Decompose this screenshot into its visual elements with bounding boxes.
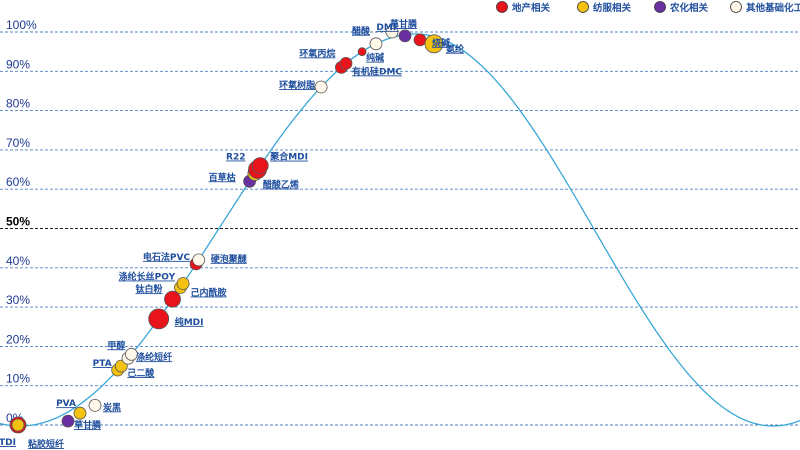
point-label-5: 炭黑 — [103, 401, 121, 413]
point-22 — [339, 57, 353, 70]
legend: 地产相关 纺服相关 农化相关 其他基础化工品 — [496, 1, 800, 14]
point-label-25: DMF — [376, 23, 399, 33]
point-24 — [369, 37, 383, 51]
y-tick-label: 30% — [6, 293, 30, 307]
point-label-4: PVA — [56, 399, 76, 409]
point-20 — [314, 80, 328, 94]
point-label-16: 百草枯 — [209, 171, 236, 183]
y-tick-label: 100% — [6, 18, 37, 32]
point-label-17: 醋酸乙烯 — [263, 179, 299, 191]
legend-swatch-4 — [730, 1, 742, 13]
y-tick-label: 80% — [6, 97, 30, 111]
point-3 — [61, 414, 75, 428]
point-label-26: 草甘膦 — [390, 18, 417, 30]
y-tick-label: 70% — [6, 136, 30, 150]
point-9 — [124, 347, 138, 361]
point-4 — [73, 406, 87, 420]
y-tick-label: 10% — [6, 372, 30, 386]
point-label-27: 烧碱 — [432, 37, 450, 49]
point-label-13: 涤纶长丝POY — [119, 271, 176, 283]
point-28 — [424, 34, 444, 54]
point-label-2: 粘胶短纤 — [27, 438, 64, 450]
point-label-7: 己二酸 — [127, 367, 155, 379]
point-label-12: 己内酰胺 — [191, 287, 227, 299]
point-label-11: 钛白粉 — [135, 283, 162, 295]
point-25 — [398, 29, 412, 43]
point-label-15: 硬泡聚醚 — [211, 253, 247, 265]
legend-swatch-2 — [577, 1, 589, 13]
legend-label-4: 其他基础化工品 — [746, 2, 800, 14]
point-label-19: 聚合MDI — [269, 151, 308, 163]
point-5 — [88, 398, 102, 412]
point-label-22: 有机硅DMC — [352, 65, 402, 77]
legend-swatch-1 — [496, 1, 508, 13]
point-label-18: R22 — [226, 153, 245, 163]
point-label-14: 电石法PVC — [143, 251, 191, 263]
point-23 — [357, 47, 367, 57]
point-11 — [164, 290, 181, 308]
point-label-1: TDI — [0, 438, 16, 448]
point-label-24: 醋酸 — [352, 25, 371, 37]
point-19 — [251, 157, 269, 175]
point-label-20: 环氧树脂 — [279, 79, 315, 91]
point-26 — [385, 25, 399, 39]
point-label-23: 纯碱 — [366, 52, 384, 64]
y-axis-ticks: 0%10%20%30%40%50%60%70%80%90%100% — [6, 18, 37, 425]
y-tick-label: 60% — [6, 175, 30, 189]
point-label-8: 涤纶短纤 — [136, 351, 172, 363]
legend-label-1: 地产相关 — [512, 2, 551, 14]
point-label-3: 草甘膦 — [74, 419, 101, 431]
point-label-21: 环氧丙烷 — [299, 47, 335, 59]
y-tick-label: 50% — [6, 215, 30, 229]
y-tick-label: 90% — [6, 57, 30, 71]
point-label-9: 甲醇 — [107, 339, 125, 351]
gridlines — [0, 31, 800, 426]
y-tick-label: 40% — [6, 254, 30, 268]
legend-label-3: 农化相关 — [669, 2, 709, 14]
point-15 — [192, 253, 206, 267]
point-13 — [176, 277, 190, 290]
y-tick-label: 20% — [6, 332, 30, 346]
point-2 — [11, 418, 25, 432]
legend-label-2: 纺服相关 — [593, 2, 632, 14]
point-label-10: 纯MDI — [175, 316, 204, 328]
legend-swatch-3 — [654, 1, 666, 13]
point-10 — [148, 308, 170, 330]
point-label-6: PTA — [93, 359, 112, 369]
point-27 — [413, 33, 427, 47]
point-label-28: 氨纶 — [446, 43, 464, 55]
data-points — [9, 25, 444, 434]
